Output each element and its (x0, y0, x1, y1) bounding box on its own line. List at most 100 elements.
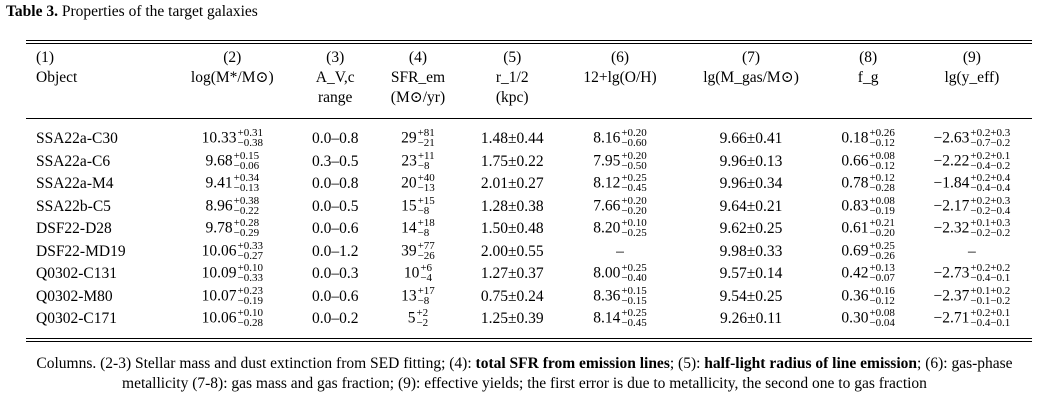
top-rule-1 (26, 40, 1032, 41)
table-row: Q0302-C171 10.06 +0.10 −0.28 0.0–0.2 5 +2 −2 1.2… (26, 308, 1032, 331)
table-row: SSA22a-C30 10.33 +0.31 −0.38 0.0–0.8 29 +81 −21… (26, 128, 1032, 151)
table-title: Properties of the target galaxies (61, 3, 258, 20)
cell-gas-mass: 9.62±0.25 (719, 220, 783, 238)
cell-radius: 2.00±0.55 (480, 242, 544, 260)
table-notes: Columns. (2-3) Stellar mass and dust ext… (36, 355, 1013, 392)
cell-av: 0.0–1.2 (311, 242, 359, 260)
cell-gas-fraction: 0.42 +0.13 −0.07 (841, 262, 895, 285)
cell-gas-fraction: 0.18 +0.26 −0.12 (841, 127, 895, 150)
cell-gas-mass: 9.64±0.21 (719, 197, 783, 215)
cell-radius: 1.27±0.37 (480, 265, 544, 283)
cell-yield: −2.22 +0.2+0.1 −0.4−0.2 (933, 149, 1011, 172)
cell-mass: 10.06 +0.33 −0.27 (201, 239, 263, 262)
cell-gas-fraction: 0.69 +0.25 −0.26 (841, 239, 895, 262)
top-rule-2 (26, 43, 1032, 44)
cell-radius: 2.01±0.27 (480, 175, 544, 193)
bottom-rule-2 (26, 341, 1032, 342)
cell-yield: −2.37 +0.1+0.2 −0.1−0.2 (933, 284, 1011, 307)
cell-sfr: 39 +77 −26 (401, 239, 435, 262)
table-row: SSA22a-C6 9.68 +0.15 −0.06 0.3–0.5 23 +11 −8 1.7… (26, 149, 1032, 174)
cell-object: Q0302-C171 (36, 310, 117, 328)
cell-gas-mass: 9.66±0.41 (719, 130, 783, 148)
cell-metallicity: – (616, 242, 624, 260)
cell-object: Q0302-C131 (36, 265, 117, 283)
cell-metallicity: 8.14 +0.25 −0.45 (593, 307, 647, 330)
cell-gas-fraction: 0.36 +0.16 −0.12 (841, 284, 895, 307)
col-header-av: (3) A_V,c range (315, 49, 355, 106)
cell-av: 0.0–0.2 (311, 310, 359, 328)
cell-yield: −2.32 +0.1+0.3 −0.2−0.2 (933, 217, 1011, 240)
cell-sfr: 20 +40 −13 (401, 172, 435, 195)
cell-av: 0.0–0.5 (311, 197, 359, 215)
bottom-rule-1 (26, 338, 1032, 339)
cell-mass: 9.78 +0.28 −0.29 (205, 217, 260, 240)
cell-mass: 10.09 +0.10 −0.33 (201, 262, 263, 285)
header-rule (26, 118, 1032, 119)
cell-metallicity: 8.36 +0.15 −0.15 (593, 284, 647, 307)
col-header-object: (1) Object (36, 49, 78, 86)
cell-yield: – (968, 242, 976, 260)
cell-yield: −1.84 +0.2+0.4 −0.4−0.4 (933, 172, 1011, 195)
col-header-gas-mass: (7) lg(M_gas/M⊙) (703, 49, 799, 86)
col-header-metallicity: (6) 12+lg(O/H) (583, 49, 657, 86)
cell-av: 0.0–0.8 (311, 130, 359, 148)
cell-yield: −2.71 +0.2+0.1 −0.4−0.1 (933, 307, 1011, 330)
col-header-gas-fraction: (8) f_g (857, 49, 879, 86)
cell-mass: 10.06 +0.10 −0.28 (201, 307, 263, 330)
cell-gas-fraction: 0.78 +0.12 −0.28 (841, 172, 895, 195)
cell-mass: 9.41 +0.34 −0.13 (205, 172, 260, 195)
cell-metallicity: 7.66 +0.20 −0.20 (593, 194, 647, 217)
col-header-radius: (5) r_1/2 (kpc) (495, 49, 529, 106)
cell-gas-fraction: 0.66 +0.08 −0.12 (841, 149, 895, 172)
table-label: Table 3. (6, 3, 58, 20)
cell-mass: 10.07 +0.23 −0.19 (201, 284, 263, 307)
cell-object: SSA22a-C6 (36, 152, 111, 170)
cell-av: 0.0–0.6 (311, 287, 359, 305)
cell-sfr: 14 +18 −8 (401, 217, 435, 240)
cell-av: 0.0–0.6 (311, 220, 359, 238)
properties-table: (1) Object (2) log(M*/M⊙) (3) A_V,c range (4… (26, 48, 1032, 331)
cell-sfr: 13 +17 −8 (401, 284, 435, 307)
table-row: Q0302-M80 10.07 +0.23 −0.19 0.0–0.6 13 +17 −8 0.… (26, 284, 1032, 309)
cell-metallicity: 8.20 +0.10 −0.25 (593, 217, 647, 240)
cell-sfr: 15 +15 −8 (401, 194, 435, 217)
table-caption: Table 3. Properties of the target galaxi… (6, 2, 258, 22)
cell-gas-mass: 9.54±0.25 (719, 287, 783, 305)
cell-sfr: 23 +11 −8 (401, 149, 435, 172)
cell-gas-fraction: 0.83 +0.08 −0.19 (841, 194, 895, 217)
table-row: DSF22-D28 9.78 +0.28 −0.29 0.0–0.6 14 +18 −8 1.5… (26, 218, 1032, 241)
cell-gas-mass: 9.57±0.14 (719, 265, 783, 283)
cell-gas-fraction: 0.30 +0.08 −0.04 (841, 307, 895, 330)
cell-metallicity: 8.16 +0.20 −0.60 (593, 127, 647, 150)
table-row: SSA22b-C5 8.96 +0.38 −0.22 0.0–0.5 15 +15 −8 1.2… (26, 194, 1032, 219)
cell-mass: 10.33 +0.31 −0.38 (201, 127, 263, 150)
cell-gas-mass: 9.26±0.11 (719, 310, 783, 328)
cell-metallicity: 7.95 +0.20 −0.50 (593, 149, 647, 172)
col-header-yield: (9) lg(y_eff) (944, 49, 1000, 86)
cell-metallicity: 8.12 +0.25 −0.45 (593, 172, 647, 195)
cell-object: Q0302-M80 (36, 287, 113, 305)
cell-radius: 1.25±0.39 (480, 310, 544, 328)
cell-radius: 1.28±0.38 (480, 197, 544, 215)
cell-radius: 1.75±0.22 (480, 152, 544, 170)
cell-yield: −2.63 +0.2+0.3 −0.7−0.2 (933, 127, 1011, 150)
cell-radius: 1.48±0.44 (480, 130, 544, 148)
cell-sfr: 10 +6 −4 (403, 262, 433, 285)
col-header-mass: (2) log(M*/M⊙) (190, 49, 274, 86)
cell-gas-mass: 9.96±0.34 (719, 175, 783, 193)
header-row: (1) Object (2) log(M*/M⊙) (3) A_V,c range (4… (26, 48, 1032, 118)
cell-sfr: 29 +81 −21 (401, 127, 435, 150)
table-body: SSA22a-C30 10.33 +0.31 −0.38 0.0–0.8 29 +81 −21… (26, 128, 1032, 331)
cell-av: 0.3–0.5 (311, 152, 359, 170)
cell-radius: 0.75±0.24 (480, 287, 544, 305)
cell-av: 0.0–0.3 (311, 265, 359, 283)
table-row: DSF22-MD19 10.06 +0.33 −0.27 0.0–1.2 39 +77 −26… (26, 239, 1032, 264)
cell-radius: 1.50±0.48 (480, 220, 544, 238)
cell-mass: 9.68 +0.15 −0.06 (205, 149, 260, 172)
cell-mass: 8.96 +0.38 −0.22 (205, 194, 260, 217)
cell-object: SSA22b-C5 (36, 197, 111, 215)
cell-object: SSA22a-C30 (36, 130, 118, 148)
table-row: SSA22a-M4 9.41 +0.34 −0.13 0.0–0.8 20 +40 −13 2.… (26, 173, 1032, 196)
cell-object: DSF22-D28 (36, 220, 112, 238)
table-row: Q0302-C131 10.09 +0.10 −0.33 0.0–0.3 10 +6 −4 1.… (26, 263, 1032, 286)
